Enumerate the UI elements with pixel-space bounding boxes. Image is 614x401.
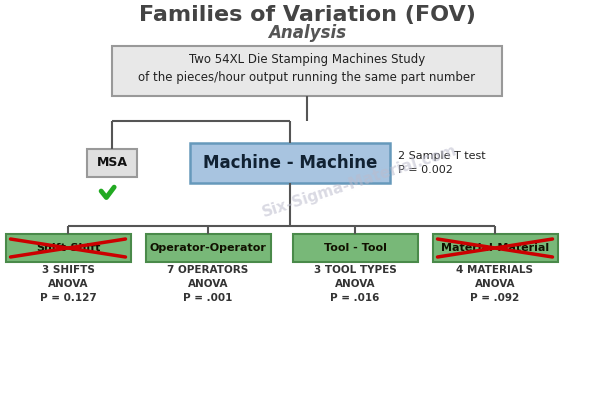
Text: Operator-Operator: Operator-Operator bbox=[150, 243, 266, 253]
Text: 2 Sample T test
P = 0.002: 2 Sample T test P = 0.002 bbox=[398, 151, 486, 175]
Bar bbox=[6, 234, 131, 262]
Bar bbox=[112, 46, 502, 96]
Bar bbox=[190, 143, 390, 183]
Bar bbox=[292, 234, 418, 262]
Text: Tool - Tool: Tool - Tool bbox=[324, 243, 386, 253]
Text: Analysis: Analysis bbox=[268, 24, 346, 42]
Text: 7 OPERATORS
ANOVA
P = .001: 7 OPERATORS ANOVA P = .001 bbox=[168, 265, 249, 303]
Text: Two 54XL Die Stamping Machines Study
of the pieces/hour output running the same : Two 54XL Die Stamping Machines Study of … bbox=[138, 53, 476, 85]
Bar bbox=[146, 234, 271, 262]
Text: 3 SHIFTS
ANOVA
P = 0.127: 3 SHIFTS ANOVA P = 0.127 bbox=[40, 265, 96, 303]
Text: MSA: MSA bbox=[96, 156, 128, 170]
Text: Six-Sigma-Material.com: Six-Sigma-Material.com bbox=[260, 142, 459, 220]
Text: Families of Variation (FOV): Families of Variation (FOV) bbox=[139, 5, 475, 25]
Text: Material-Material: Material-Material bbox=[441, 243, 549, 253]
Text: 3 TOOL TYPES
ANOVA
P = .016: 3 TOOL TYPES ANOVA P = .016 bbox=[314, 265, 397, 303]
Bar bbox=[432, 234, 558, 262]
Text: Machine - Machine: Machine - Machine bbox=[203, 154, 377, 172]
Text: Shift-Shift: Shift-Shift bbox=[36, 243, 100, 253]
Bar bbox=[87, 149, 137, 177]
Text: 4 MATERIALS
ANOVA
P = .092: 4 MATERIALS ANOVA P = .092 bbox=[456, 265, 534, 303]
